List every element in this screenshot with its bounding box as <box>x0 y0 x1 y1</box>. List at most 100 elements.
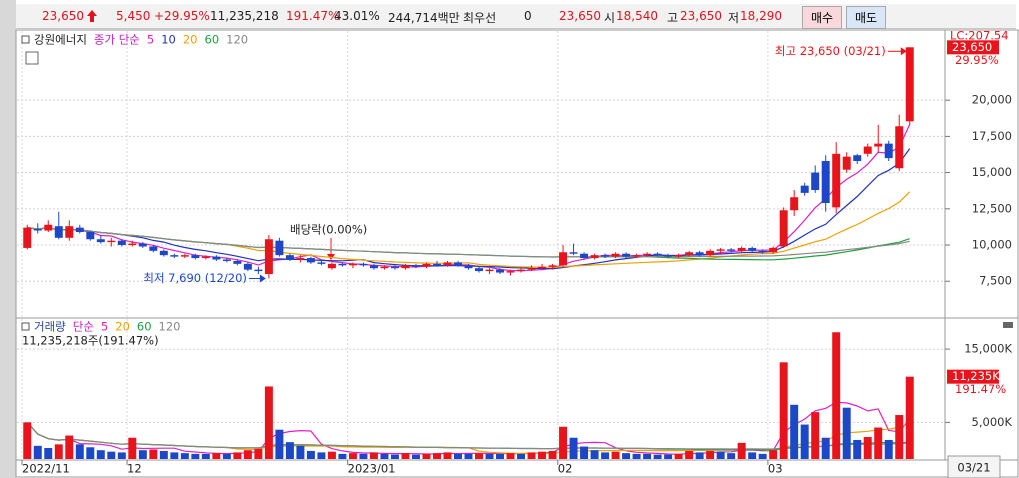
event-label: 배당락(0.00%) <box>290 223 367 237</box>
volume-bar <box>191 453 200 459</box>
candle-body <box>569 252 578 254</box>
volume-bar <box>695 452 704 459</box>
volume-bar <box>401 453 410 459</box>
volume-bar <box>475 453 483 459</box>
candle-body <box>264 239 273 274</box>
legend-period: 60 <box>205 33 220 47</box>
candle-body <box>611 253 620 257</box>
volume-bar <box>285 442 294 459</box>
candle-body <box>790 197 799 211</box>
volume-bar <box>548 450 557 459</box>
volume-bar <box>369 452 378 459</box>
candle-body <box>863 146 872 154</box>
change: 5,450 <box>116 9 151 23</box>
sell-button[interactable]: 매도 <box>846 6 887 29</box>
buy-button[interactable]: 매수 <box>802 6 843 29</box>
volume-bar <box>895 415 904 459</box>
volume-bar <box>632 453 641 459</box>
volume-bar <box>454 453 462 459</box>
price: 23,650 <box>42 9 84 23</box>
volume-bar <box>590 450 599 459</box>
volume-bar <box>254 448 263 459</box>
volume-bar <box>96 450 105 459</box>
volume-bar <box>422 453 431 459</box>
volume-bar <box>811 412 820 459</box>
volume-bar <box>674 453 683 459</box>
quote-header: 23,650 5,450 +29.95% 11,235,218 191.47% … <box>16 4 1016 29</box>
candle-body <box>296 258 305 260</box>
volume-bar <box>464 453 473 459</box>
candle-body <box>86 231 95 240</box>
candle-body <box>212 256 221 260</box>
volume-subtitle: 11,235,218주(191.47%) <box>22 334 159 348</box>
volume-bar <box>485 453 494 459</box>
y-tick-label: 5,000K <box>972 415 1013 429</box>
volume-bar <box>327 451 336 459</box>
volume-bar <box>243 450 252 459</box>
volume-bar <box>874 427 883 459</box>
volume-bar <box>905 376 914 459</box>
candle-body <box>443 262 452 266</box>
volume-bar <box>348 453 357 459</box>
candle-body <box>65 226 74 238</box>
last-value-box <box>947 369 999 384</box>
volume-bar <box>580 446 589 459</box>
volume-bar <box>212 453 221 459</box>
candle-body <box>96 239 105 243</box>
low: 18,290 <box>740 9 782 23</box>
candle-body <box>811 172 820 190</box>
candle-body <box>128 243 137 246</box>
candle-body <box>769 247 778 253</box>
x-tick-label: 03 <box>768 462 783 476</box>
candle-body <box>884 143 893 159</box>
ma-line <box>26 421 910 450</box>
volume-bar <box>86 447 95 459</box>
last-pct: 29.95% <box>955 53 999 67</box>
volume-bar <box>411 454 420 459</box>
volume-bar <box>758 453 767 459</box>
volume-bar <box>159 450 168 459</box>
legend-caption: 단순 <box>73 320 94 334</box>
candle-body <box>622 253 631 257</box>
legend-period: 5 <box>147 33 154 47</box>
volume-bar <box>611 451 620 459</box>
candle-body <box>201 256 210 259</box>
candle-body <box>727 249 736 251</box>
candle-body <box>475 268 483 272</box>
low-label: 저 <box>728 11 740 25</box>
candle-body <box>327 263 336 269</box>
last-value-box <box>947 40 999 55</box>
volume-bar <box>769 450 778 459</box>
volume-bar <box>65 435 74 459</box>
best-value: 0 <box>524 9 532 23</box>
volume-bar <box>716 451 725 459</box>
candle-body <box>233 260 242 264</box>
legend-period: 60 <box>137 320 152 334</box>
volume-bar <box>506 453 515 459</box>
candle-body <box>832 153 841 208</box>
candle-body <box>485 269 494 272</box>
volume-bar <box>884 439 893 459</box>
candle-body <box>800 185 809 193</box>
change-pct: +29.95% <box>154 9 210 23</box>
volume-bar <box>359 453 368 459</box>
best-label: 최우선 <box>463 11 497 25</box>
legend-icon <box>21 322 30 331</box>
candle-body <box>821 161 830 204</box>
y-tick-label: 7,500 <box>979 274 1012 288</box>
volume-bar <box>75 444 84 459</box>
volume-bar <box>33 445 42 459</box>
candle-body <box>748 247 757 251</box>
candle-body <box>170 255 179 257</box>
panel-button[interactable] <box>1003 322 1013 328</box>
legend-period: 20 <box>115 320 130 334</box>
y-tick-label: 17,500 <box>972 129 1012 143</box>
volume-bar <box>264 386 273 459</box>
volume-bar <box>275 429 284 459</box>
volume-bar <box>569 437 578 459</box>
grid-icon[interactable] <box>25 51 39 65</box>
volume-bar <box>517 453 526 459</box>
candle-body <box>874 143 883 147</box>
candle-body <box>548 265 557 267</box>
high-arrowhead <box>900 47 907 56</box>
